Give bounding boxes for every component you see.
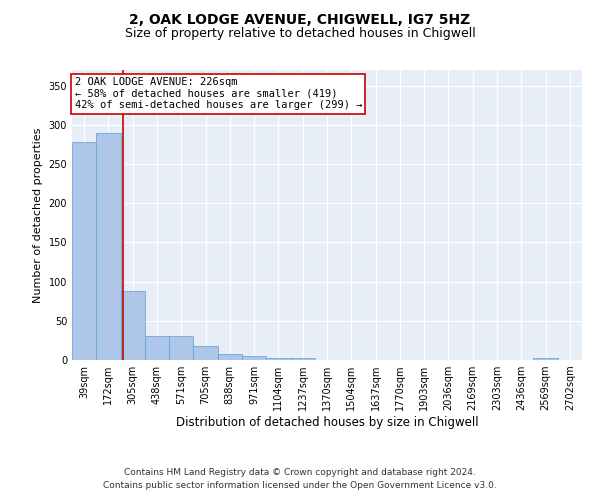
Text: 2 OAK LODGE AVENUE: 226sqm
← 58% of detached houses are smaller (419)
42% of sem: 2 OAK LODGE AVENUE: 226sqm ← 58% of deta… xyxy=(74,77,362,110)
Bar xyxy=(169,336,193,360)
Bar xyxy=(96,132,121,360)
Bar xyxy=(218,354,242,360)
X-axis label: Distribution of detached houses by size in Chigwell: Distribution of detached houses by size … xyxy=(176,416,478,429)
Bar xyxy=(533,358,558,360)
Text: 2, OAK LODGE AVENUE, CHIGWELL, IG7 5HZ: 2, OAK LODGE AVENUE, CHIGWELL, IG7 5HZ xyxy=(130,12,470,26)
Bar xyxy=(242,356,266,360)
Bar xyxy=(266,358,290,360)
Text: Contains public sector information licensed under the Open Government Licence v3: Contains public sector information licen… xyxy=(103,482,497,490)
Bar xyxy=(290,358,315,360)
Text: Size of property relative to detached houses in Chigwell: Size of property relative to detached ho… xyxy=(125,28,475,40)
Bar xyxy=(145,336,169,360)
Bar xyxy=(121,291,145,360)
Bar xyxy=(193,346,218,360)
Text: Contains HM Land Registry data © Crown copyright and database right 2024.: Contains HM Land Registry data © Crown c… xyxy=(124,468,476,477)
Y-axis label: Number of detached properties: Number of detached properties xyxy=(33,128,43,302)
Bar xyxy=(72,142,96,360)
